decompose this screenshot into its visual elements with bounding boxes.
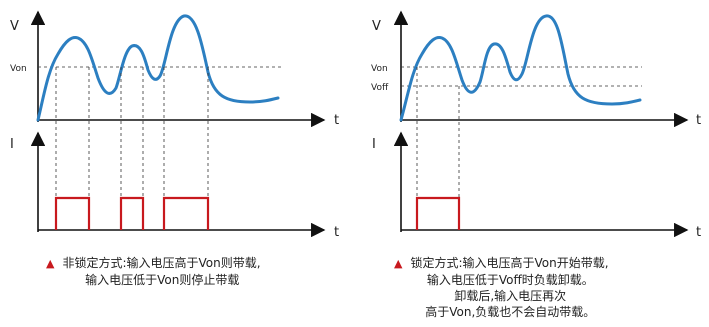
right-voff-label: Voff <box>371 83 389 93</box>
right-voltage-curve <box>399 14 642 122</box>
left-caption: ▲ 非锁定方式:输入电压高于Von则带载, 输入电压低于Von则停止带载 <box>46 255 261 288</box>
right-voltage-axis-label: V <box>372 19 381 34</box>
left-current-pulses <box>54 196 210 230</box>
left-von-label: Von <box>10 64 27 74</box>
left-pulse-3 <box>162 196 210 230</box>
left-time-label-bottom: t <box>334 225 339 240</box>
right-caption-line-3: 卸载后,输入电压再次 <box>454 289 567 303</box>
left-guide-lines <box>55 67 209 230</box>
left-caption-line-2: 输入电压低于Von则停止带载 <box>85 273 240 287</box>
right-current-axis-label: I <box>372 137 376 152</box>
right-caption-line-2: 输入电压低于Voff时负载卸载。 <box>426 273 594 287</box>
right-guide-lines <box>416 67 460 230</box>
right-time-label-top: t <box>696 113 701 128</box>
right-pulse-1 <box>415 196 461 230</box>
left-pulse-1 <box>54 196 91 230</box>
left-time-label-top: t <box>334 113 339 128</box>
right-panel: V t Von Voff I t <box>371 10 701 240</box>
right-von-label: Von <box>371 64 388 74</box>
left-caption-line-1: ▲ 非锁定方式:输入电压高于Von则带载, <box>46 256 261 270</box>
left-current-axis-label: I <box>10 137 14 152</box>
triangle-marker-icon: ▲ <box>394 257 403 270</box>
left-voltage-curve <box>36 14 280 122</box>
right-time-label-bottom: t <box>696 225 701 240</box>
left-pulse-2 <box>119 196 145 230</box>
triangle-marker-icon: ▲ <box>46 257 55 270</box>
right-caption: ▲ 锁定方式:输入电压高于Von开始带载, 输入电压低于Voff时负载卸载。 卸载… <box>394 255 609 320</box>
left-voltage-axis-label: V <box>10 19 19 34</box>
left-panel: V t Von I t <box>10 10 339 240</box>
right-caption-line-4: 高于Von,负载也不会自动带载。 <box>425 305 596 319</box>
right-caption-line-1: ▲ 锁定方式:输入电压高于Von开始带载, <box>394 256 609 270</box>
